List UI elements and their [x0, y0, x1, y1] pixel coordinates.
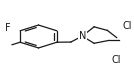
Text: Cl: Cl [112, 55, 121, 65]
Text: N: N [79, 31, 86, 41]
Text: F: F [5, 23, 11, 33]
Text: Cl: Cl [122, 21, 132, 31]
